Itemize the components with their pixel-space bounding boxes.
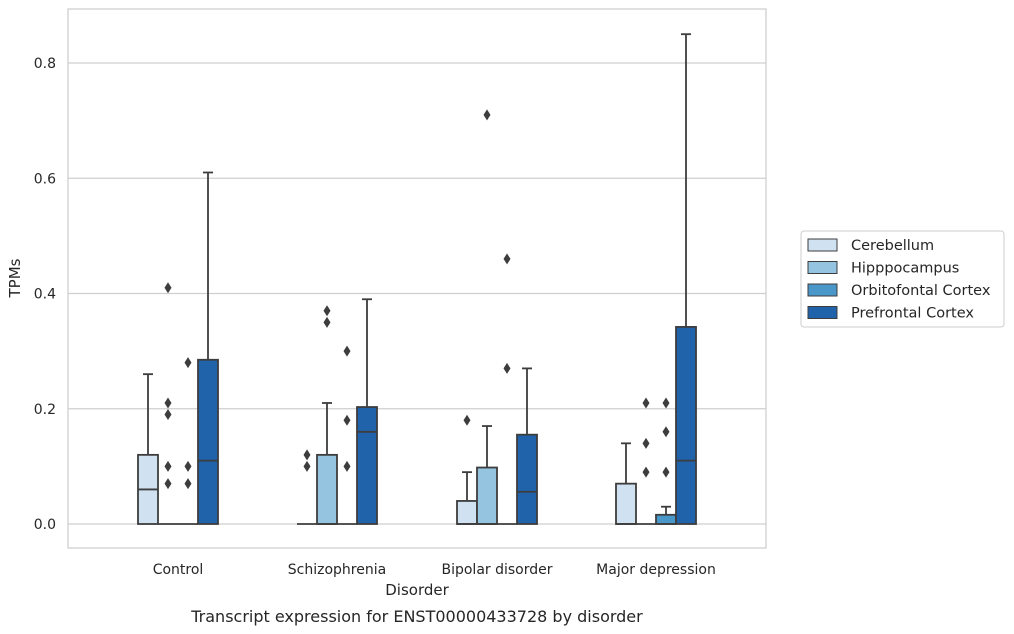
- box-0-0: [137, 373, 159, 525]
- box-1-3: [636, 397, 656, 525]
- box-2-1: [337, 345, 357, 525]
- outlier-point: [662, 466, 670, 478]
- y-tick-label: 0.8: [34, 56, 56, 72]
- legend-swatch: [807, 283, 838, 297]
- y-axis-title: TPMs: [6, 258, 24, 298]
- legend-label: Hipppocampus: [851, 261, 959, 277]
- x-axis-ticks: Control Schizophrenia Bipolar disorder Majo…: [153, 562, 716, 578]
- box-body: [516, 433, 538, 525]
- y-tick-label: 0.0: [34, 517, 56, 533]
- box-2-0: [178, 357, 198, 525]
- outlier-point: [164, 409, 172, 421]
- legend-swatch: [807, 238, 838, 252]
- box-0-1: [297, 449, 317, 525]
- outlier-point: [483, 109, 491, 121]
- box-3-0: [197, 171, 219, 525]
- box-3-1: [356, 298, 378, 525]
- outlier-point: [503, 362, 511, 374]
- outlier-point: [343, 345, 351, 357]
- outlier-point: [164, 282, 172, 294]
- x-tick-label: Control: [153, 562, 204, 578]
- outlier-point: [662, 397, 670, 409]
- box-1-1: [316, 305, 338, 525]
- box-0-3: [615, 442, 637, 525]
- x-tick-label: Bipolar disorder: [441, 562, 552, 578]
- outlier-point: [184, 357, 192, 369]
- x-tick-label: Major depression: [596, 562, 716, 578]
- outlier-point: [164, 478, 172, 490]
- outlier-point: [642, 397, 650, 409]
- legend-swatch: [807, 306, 838, 319]
- plot-area-frame: [67, 8, 767, 549]
- legend-label: Orbitofontal Cortex: [851, 283, 991, 299]
- outlier-point: [463, 414, 471, 426]
- box-body: [655, 513, 677, 525]
- legend-swatch: [807, 261, 838, 274]
- y-axis-ticks: 0.0 0.2 0.4 0.6 0.8: [34, 56, 56, 533]
- box-3-3: [675, 33, 697, 525]
- y-tick-label: 0.6: [34, 171, 56, 187]
- outlier-point: [343, 414, 351, 426]
- box-body: [197, 358, 219, 525]
- box-0-2: [456, 414, 478, 525]
- x-axis-title: Disorder: [385, 581, 449, 599]
- legend-label: Cerebellum: [851, 238, 934, 254]
- box-body: [356, 406, 378, 525]
- box-1-2: [476, 109, 498, 525]
- chart-caption: Transcript expression for ENST0000043372…: [190, 607, 643, 626]
- outlier-point: [642, 466, 650, 478]
- outlier-point: [642, 437, 650, 449]
- outlier-point: [303, 449, 311, 461]
- y-tick-label: 0.2: [34, 402, 56, 418]
- outlier-point: [343, 460, 351, 472]
- box-1-0: [158, 282, 178, 525]
- box-body: [456, 500, 478, 525]
- outlier-point: [184, 478, 192, 490]
- legend-frame: [800, 230, 1005, 328]
- outlier-point: [164, 460, 172, 472]
- outlier-point: [662, 426, 670, 438]
- box-body: [316, 453, 338, 525]
- box-body: [476, 466, 498, 525]
- box-body: [615, 482, 637, 525]
- box-body: [675, 326, 697, 525]
- x-tick-label: Schizophrenia: [288, 562, 386, 578]
- grid-lines: [68, 62, 766, 525]
- legend-label: Prefrontal Cortex: [851, 306, 974, 322]
- outlier-point: [164, 397, 172, 409]
- box-3-2: [516, 367, 538, 525]
- box-2-2: [497, 253, 517, 525]
- box-2-3: [655, 397, 677, 525]
- outlier-point: [323, 316, 331, 328]
- outlier-point: [323, 305, 331, 317]
- outlier-point: [503, 253, 511, 265]
- outlier-point: [184, 460, 192, 472]
- outlier-point: [303, 460, 311, 472]
- y-tick-label: 0.4: [34, 287, 56, 303]
- legend: Cerebellum Hipppocampus Orbitofontal Corte…: [800, 230, 1005, 328]
- box-layer: [137, 33, 697, 525]
